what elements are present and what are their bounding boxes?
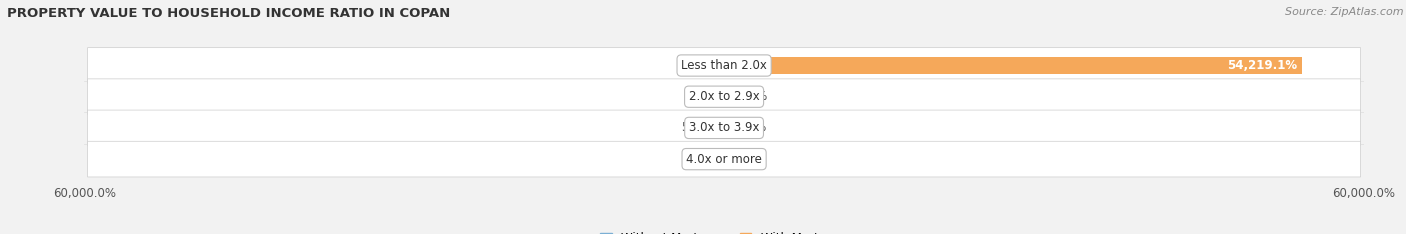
Text: 6.7%: 6.7%	[689, 90, 718, 103]
FancyBboxPatch shape	[87, 79, 1361, 115]
FancyBboxPatch shape	[87, 48, 1361, 83]
Text: 57.5%: 57.5%	[682, 121, 718, 134]
Text: 9.7%: 9.7%	[689, 153, 718, 166]
Text: 2.0x to 2.9x: 2.0x to 2.9x	[689, 90, 759, 103]
Legend: Without Mortgage, With Mortgage: Without Mortgage, With Mortgage	[595, 227, 853, 234]
Bar	[724, 57, 1302, 74]
Text: 54,219.1%: 54,219.1%	[1227, 59, 1298, 72]
Text: Source: ZipAtlas.com: Source: ZipAtlas.com	[1285, 7, 1403, 17]
Text: 4.0x or more: 4.0x or more	[686, 153, 762, 166]
Text: 5.3%: 5.3%	[730, 153, 759, 166]
Text: PROPERTY VALUE TO HOUSEHOLD INCOME RATIO IN COPAN: PROPERTY VALUE TO HOUSEHOLD INCOME RATIO…	[7, 7, 450, 20]
Text: 71.8%: 71.8%	[730, 90, 768, 103]
Text: 26.1%: 26.1%	[682, 59, 718, 72]
FancyBboxPatch shape	[87, 141, 1361, 177]
Text: 3.0x to 3.9x: 3.0x to 3.9x	[689, 121, 759, 134]
Text: Less than 2.0x: Less than 2.0x	[681, 59, 768, 72]
FancyBboxPatch shape	[87, 110, 1361, 146]
Text: 16.8%: 16.8%	[730, 121, 766, 134]
